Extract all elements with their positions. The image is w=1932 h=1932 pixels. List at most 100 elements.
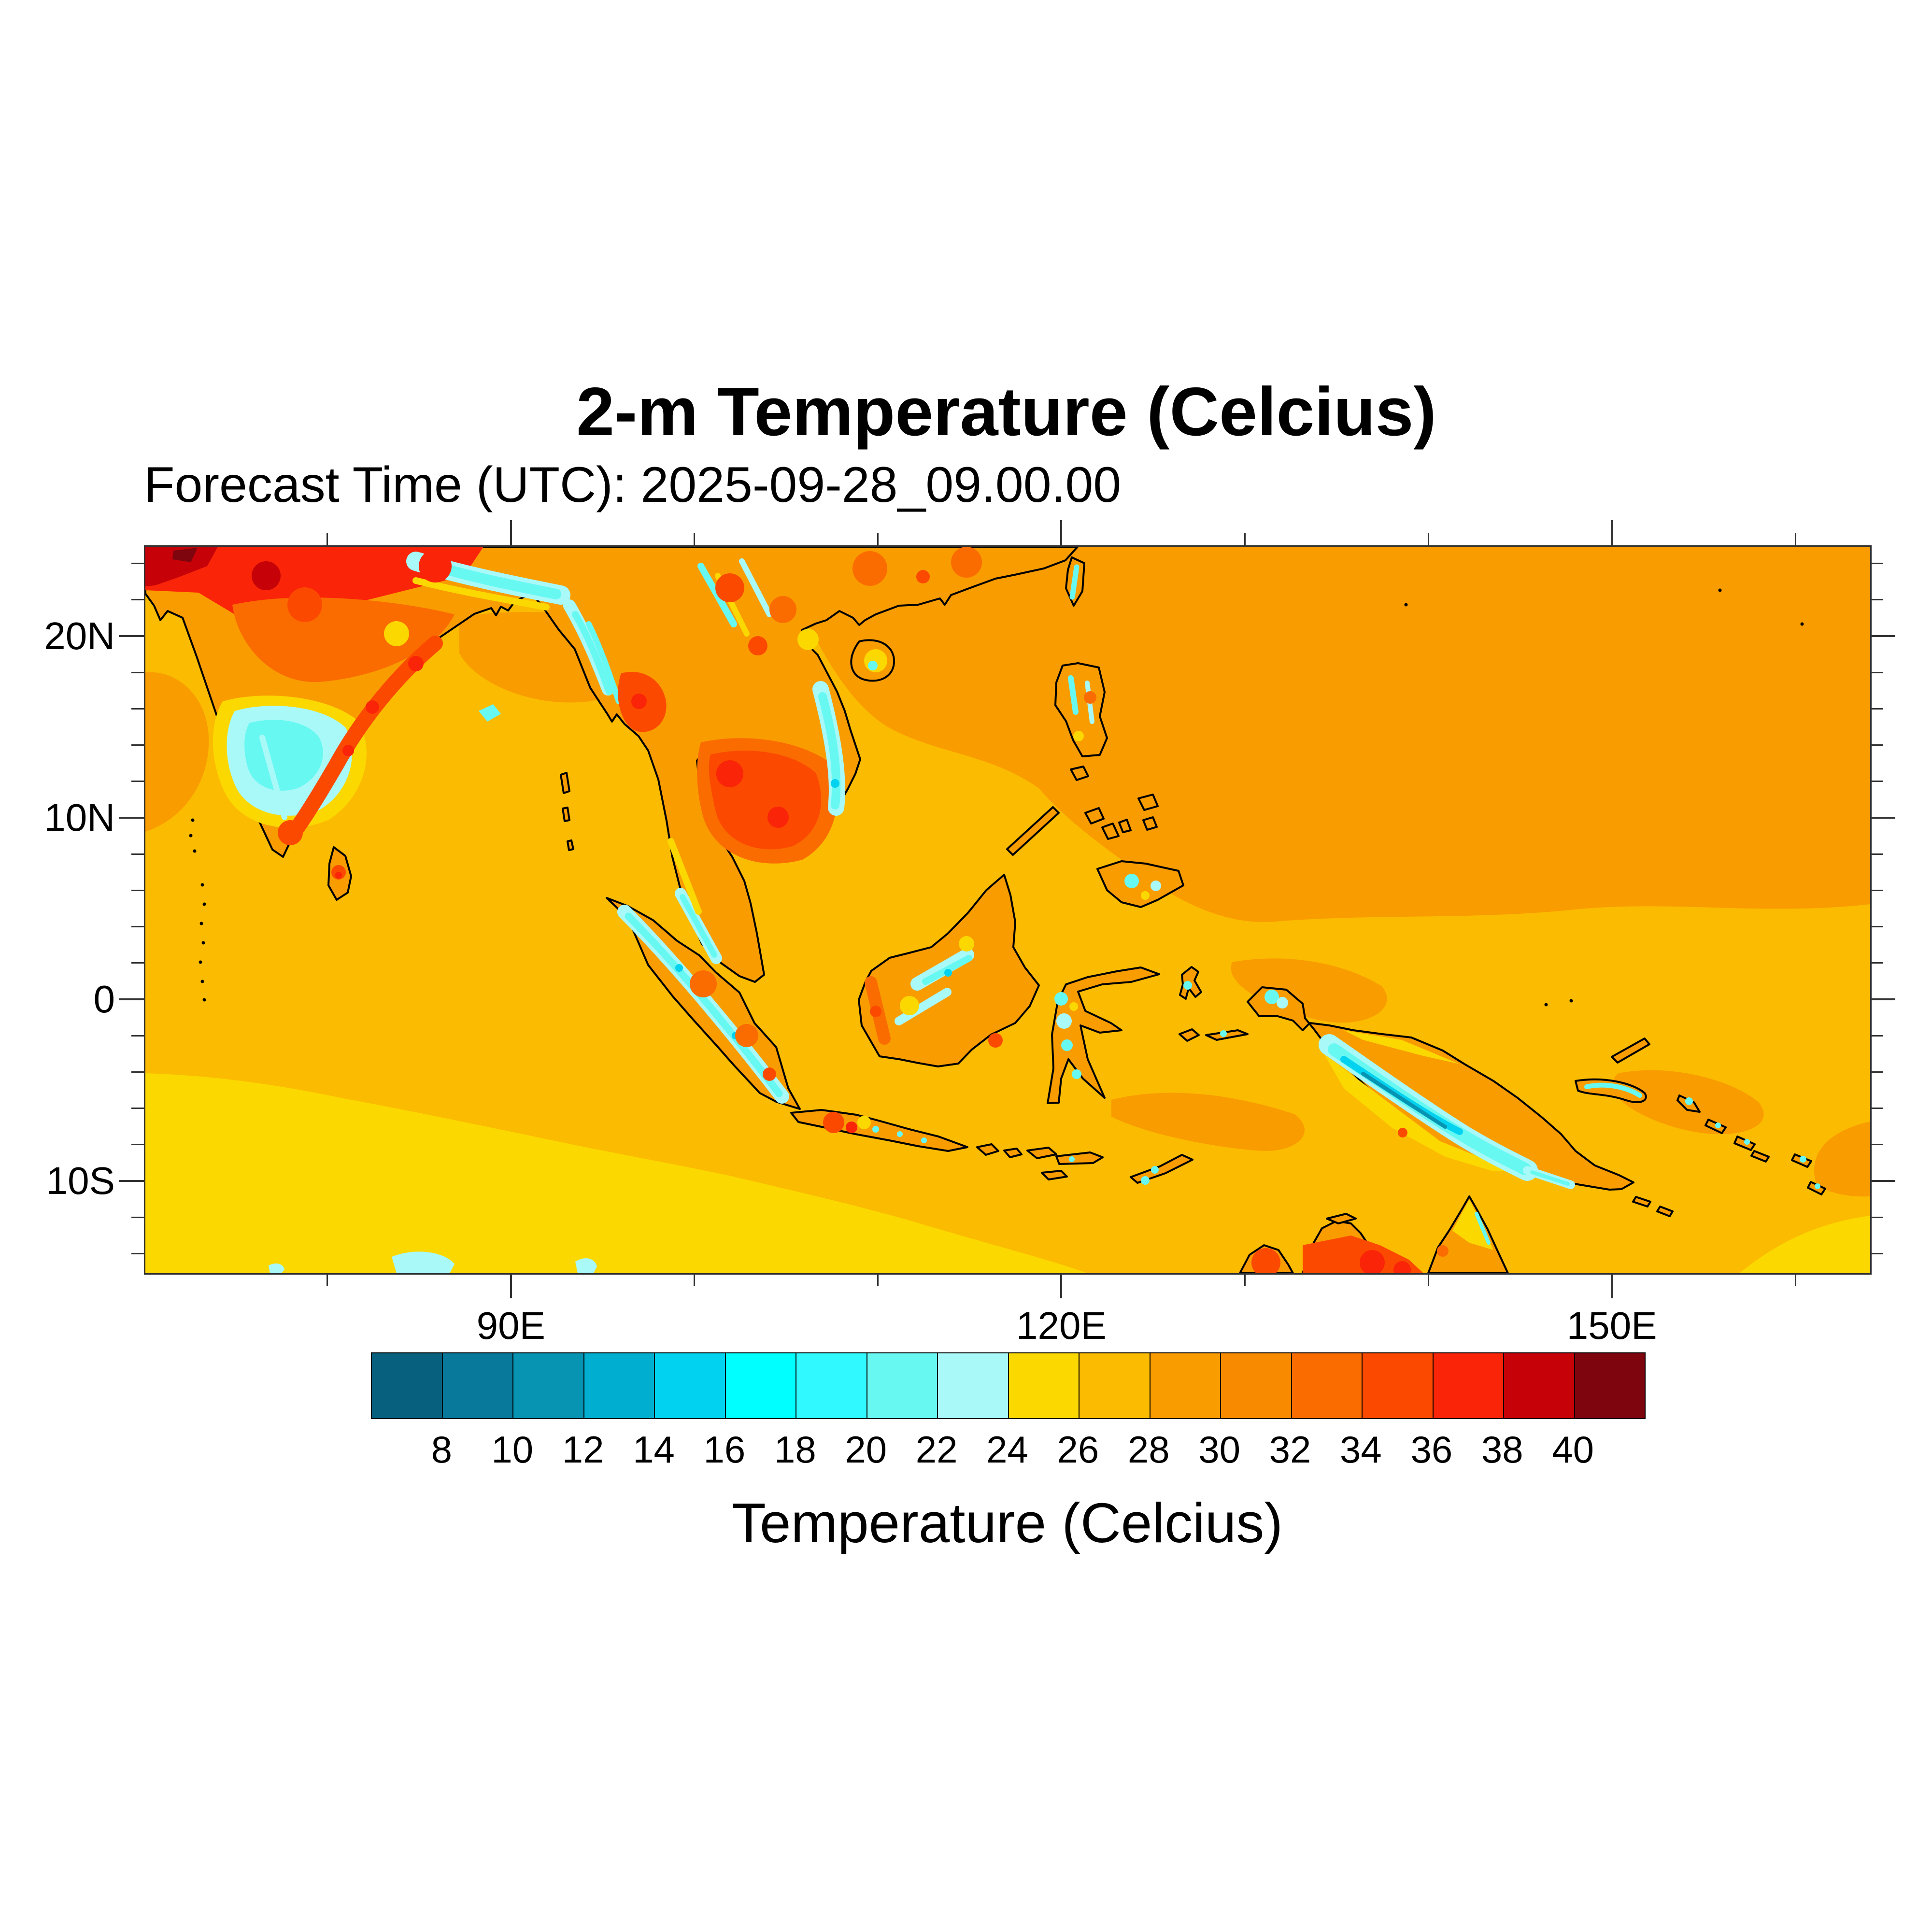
y-major-tick-10S <box>119 1180 144 1182</box>
y-tick-label-0: 0 <box>93 978 115 1021</box>
colorbar-label-36: 36 <box>1410 1428 1453 1471</box>
x-minor-tick-top <box>1244 533 1246 545</box>
y-minor-tick <box>131 671 144 673</box>
land-mindanao <box>1096 860 1184 908</box>
y-major-tick-right-10S <box>1870 1180 1895 1182</box>
land-palawan <box>1006 806 1060 856</box>
x-major-tick-top-150E <box>1611 520 1613 545</box>
colorbar-cell-32-34 <box>1292 1353 1363 1418</box>
y-major-tick-10N <box>119 817 144 819</box>
field-detail-layer <box>145 547 1820 1273</box>
x-minor-tick-top <box>327 533 328 545</box>
y-minor-tick <box>131 1252 144 1254</box>
land-flores <box>1055 1151 1104 1165</box>
ocean-layer <box>145 547 1870 1273</box>
land-sumba <box>1041 1170 1068 1180</box>
y-minor-tick-right <box>1870 1071 1883 1073</box>
x-minor-tick <box>694 1273 696 1286</box>
x-minor-tick <box>327 1273 328 1286</box>
land-mindoro <box>1070 766 1089 781</box>
colorbar-label-8: 8 <box>431 1428 453 1471</box>
land-timor <box>1130 1154 1193 1184</box>
x-minor-tick <box>877 1273 879 1286</box>
colorbar-label-40: 40 <box>1552 1428 1594 1471</box>
colorbar-label-32: 32 <box>1269 1428 1311 1471</box>
x-minor-tick <box>1794 1273 1796 1286</box>
land-seram <box>1205 1029 1249 1041</box>
colorbar-cell-36-38 <box>1433 1353 1504 1418</box>
colorbar-label-16: 16 <box>703 1428 746 1471</box>
colorbar-cell-22-24 <box>938 1353 1009 1418</box>
land-panay <box>1084 807 1105 824</box>
y-minor-tick <box>131 926 144 928</box>
colorbar-cell-12-14 <box>584 1353 655 1418</box>
colorbar-cell->40 <box>1575 1353 1645 1418</box>
x-major-tick-top-90E <box>510 520 512 545</box>
land-sumbawa <box>1026 1147 1057 1159</box>
colorbar-cell-18-20 <box>796 1353 867 1418</box>
atoll-dots <box>189 588 1804 1007</box>
land-newireland <box>1611 1037 1650 1064</box>
land-negros <box>1101 823 1120 840</box>
land-bali <box>976 1143 999 1156</box>
y-minor-tick <box>131 962 144 964</box>
y-tick-label-20N: 20N <box>44 614 115 657</box>
colorbar-cell-14-16 <box>655 1353 726 1418</box>
x-tick-label-120E: 120E <box>1016 1304 1107 1347</box>
y-minor-tick-right <box>1870 708 1883 710</box>
x-minor-tick-top <box>694 533 696 545</box>
y-major-tick-0 <box>119 998 144 1000</box>
y-minor-tick <box>131 708 144 710</box>
y-minor-tick-right <box>1870 744 1883 746</box>
colorbar-label-20: 20 <box>845 1428 887 1471</box>
land-leyte <box>1142 816 1158 831</box>
land-louisiade <box>1632 1196 1674 1217</box>
colorbar-title: Temperature (Celcius) <box>731 1492 1283 1554</box>
y-minor-tick <box>131 853 144 855</box>
colorbar-cell-<8 <box>372 1353 443 1418</box>
x-tick-label-150E: 150E <box>1566 1304 1657 1347</box>
y-minor-tick <box>131 1144 144 1146</box>
y-major-tick-right-20N <box>1870 635 1895 637</box>
colorbar-label-26: 26 <box>1057 1428 1099 1471</box>
y-tick-label-10N: 10N <box>44 796 115 839</box>
land-buru <box>1179 1028 1200 1042</box>
y-minor-tick <box>131 1035 144 1037</box>
y-minor-tick-right <box>1870 853 1883 855</box>
colorbar-cell-34-36 <box>1363 1353 1434 1418</box>
x-tick-label-90E: 90E <box>476 1304 545 1347</box>
y-minor-tick <box>131 563 144 565</box>
y-minor-tick-right <box>1870 962 1883 964</box>
colorbar-cell-20-22 <box>867 1353 938 1418</box>
temperature-map <box>145 547 1870 1273</box>
y-tick-label-10S: 10S <box>46 1159 115 1202</box>
colorbar-label-38: 38 <box>1481 1428 1523 1471</box>
y-minor-tick-right <box>1870 781 1883 782</box>
colorbar-label-30: 30 <box>1198 1428 1241 1471</box>
page-title: 2-m Temperature (Celcius) <box>576 373 1436 450</box>
colorbar-cell-26-28 <box>1080 1353 1151 1418</box>
land-luzon <box>1054 662 1108 757</box>
y-major-tick-20N <box>119 635 144 637</box>
x-major-tick-120E <box>1060 1273 1063 1298</box>
x-minor-tick <box>1244 1273 1246 1286</box>
colorbar-label-12: 12 <box>562 1428 604 1471</box>
y-minor-tick <box>131 1216 144 1218</box>
x-major-tick-90E <box>510 1273 512 1298</box>
y-minor-tick-right <box>1870 926 1883 928</box>
y-minor-tick <box>131 1108 144 1109</box>
y-minor-tick-right <box>1870 1035 1883 1037</box>
y-minor-tick-right <box>1870 889 1883 891</box>
y-minor-tick-right <box>1870 599 1883 601</box>
land-samar <box>1137 794 1159 811</box>
colorbar-label-28: 28 <box>1127 1428 1170 1471</box>
y-minor-tick <box>131 889 144 891</box>
colorbar-cell-30-32 <box>1221 1353 1292 1418</box>
colorbar-label-10: 10 <box>491 1428 534 1471</box>
y-minor-tick-right <box>1870 1144 1883 1146</box>
y-minor-tick-right <box>1870 1216 1883 1218</box>
map-panel <box>144 545 1872 1275</box>
colorbar-label-24: 24 <box>986 1428 1028 1471</box>
x-minor-tick-top <box>877 533 879 545</box>
land-andaman <box>560 772 574 851</box>
